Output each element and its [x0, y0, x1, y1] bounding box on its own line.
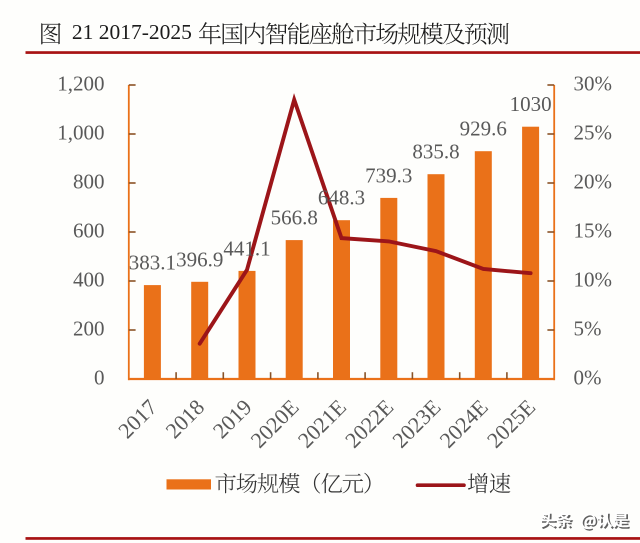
- svg-text:1030: 1030: [510, 92, 552, 116]
- svg-text:441.1: 441.1: [223, 236, 270, 260]
- svg-text:0%: 0%: [574, 366, 602, 390]
- svg-text:566.8: 566.8: [271, 206, 318, 230]
- svg-text:400: 400: [73, 268, 105, 292]
- svg-text:30%: 30%: [574, 72, 613, 96]
- svg-text:25%: 25%: [574, 121, 613, 145]
- svg-text:0: 0: [94, 366, 105, 390]
- svg-text:10%: 10%: [574, 268, 613, 292]
- svg-text:835.8: 835.8: [412, 140, 459, 164]
- svg-text:15%: 15%: [574, 219, 613, 243]
- svg-text:600: 600: [73, 219, 105, 243]
- svg-text:20%: 20%: [574, 170, 613, 194]
- svg-text:21 2017-2025: 21 2017-2025: [72, 20, 192, 44]
- svg-text:383.1: 383.1: [129, 251, 176, 275]
- svg-text:648.3: 648.3: [318, 186, 365, 210]
- svg-text:1,000: 1,000: [57, 121, 104, 145]
- svg-text:1,200: 1,200: [57, 72, 104, 96]
- svg-text:5%: 5%: [574, 317, 602, 341]
- svg-text:396.9: 396.9: [176, 247, 223, 271]
- svg-text:929.6: 929.6: [460, 117, 507, 141]
- svg-text:739.3: 739.3: [365, 163, 412, 187]
- svg-text:200: 200: [73, 317, 105, 341]
- svg-text:800: 800: [73, 170, 105, 194]
